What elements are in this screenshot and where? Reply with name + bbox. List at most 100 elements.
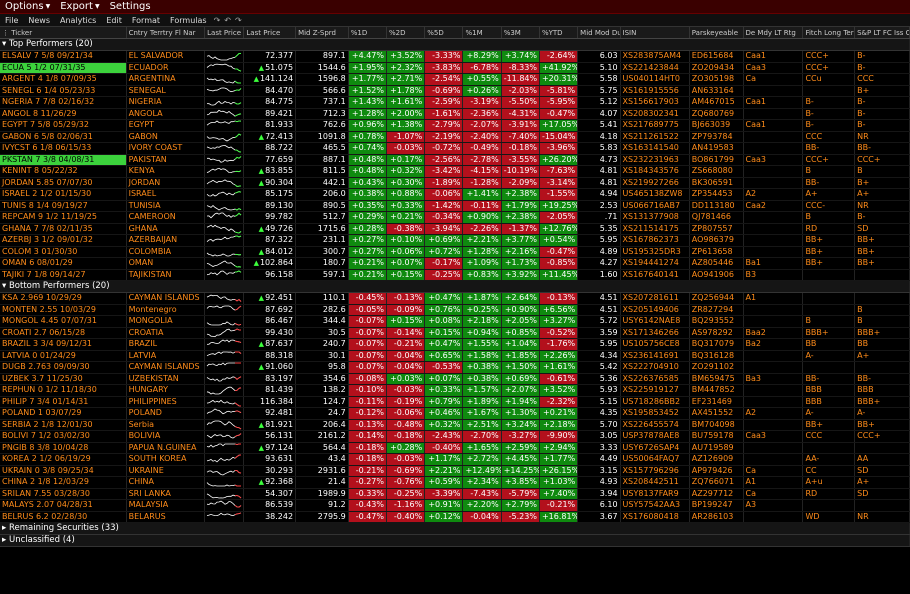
isin-cell[interactable]: USY6726SAP4 xyxy=(620,442,690,454)
redo-icon[interactable]: ↷ xyxy=(234,15,242,25)
chevron-down-icon[interactable]: ▾ xyxy=(2,281,9,292)
menu-item-5[interactable]: Formulas xyxy=(170,15,207,25)
ticker-cell[interactable]: ANGOL 8 11/26/29 xyxy=(0,108,127,120)
table-row[interactable]: GABON 6 5/8 02/06/31 GABON ▲ 72.413 1091.8 +0… xyxy=(0,131,910,143)
ticker-cell[interactable]: PNGIB 8 3/8 10/04/28 xyxy=(0,442,127,454)
isin-cell[interactable]: US195325DR3 xyxy=(620,246,690,258)
table-row[interactable]: POLAND 1 03/07/29 POLAND 92.481 24.7 -0.12% -… xyxy=(0,407,910,420)
ticker-cell[interactable]: ARGENT 4 1/8 07/09/35 xyxy=(0,73,127,86)
isin-cell[interactable]: XS211261522 xyxy=(620,131,690,143)
ticker-cell[interactable]: REPHUN 0 1/2 11/18/30 xyxy=(0,384,127,397)
group-header-cell[interactable]: ▸ Remaining Securities (33) xyxy=(0,522,910,535)
table-row[interactable]: GHANA 7 7/8 02/11/35 GHANA ▲ 49.726 1715.6 +0… xyxy=(0,223,910,235)
isin-cell[interactable]: XS167862373 xyxy=(620,234,690,247)
isin-cell[interactable]: USY8137FAR9 xyxy=(620,488,690,500)
column-header[interactable]: Mid Mod Dur xyxy=(577,27,621,39)
table-row[interactable]: BRAZIL 3 3/4 09/12/31 BRAZIL ▲ 87.637 240.7-… xyxy=(0,338,910,351)
table-row[interactable]: KENINT 8 05/22/32 KENYA ▲ 83.855 811.5 +0.48%… xyxy=(0,165,910,178)
menu-item-2[interactable]: Analytics xyxy=(60,15,97,25)
table-row[interactable]: SERBIA 2 1/8 12/01/30 Serbia ▲ 81.921 206.4-… xyxy=(0,419,910,431)
table-row[interactable]: BOLIVI 7 1/2 03/02/30 BOLIVIA 56.131 2161.2… xyxy=(0,430,910,443)
isin-cell[interactable]: XS225919127 xyxy=(620,384,690,397)
isin-cell[interactable]: USY57542AA3 xyxy=(620,499,690,512)
column-header[interactable]: S&P LT FC Iss Cr xyxy=(854,27,910,39)
table-row[interactable]: KOREA 2 1/2 06/19/29 SOUTH KOREA 93.631 43.… xyxy=(0,453,910,466)
column-header[interactable]: %3M xyxy=(501,27,540,39)
isin-cell[interactable]: US066716AB7 xyxy=(620,200,690,212)
table-row[interactable]: ELSALV 7 5/8 09/21/34 EL SALVADOR 72.377 89… xyxy=(0,50,910,63)
ticker-cell[interactable]: REPCAM 9 1/2 11/19/25 xyxy=(0,211,127,224)
table-row[interactable]: BELRUS 6.2 02/28/30 BELARUS 38.242 2795.9 -0… xyxy=(0,511,910,523)
ticker-cell[interactable]: MONTEN 2.55 10/03/29 xyxy=(0,304,127,316)
table-row[interactable]: MALAYS 2.07 04/28/31 MALAYSIA 86.539 91.2 -0… xyxy=(0,499,910,512)
ticker-cell[interactable]: MALAYS 2.07 04/28/31 xyxy=(0,499,127,512)
table-row[interactable]: JORDAN 5.85 07/07/30 JORDAN ▲ 90.304 442.1 +0… xyxy=(0,177,910,189)
ticker-cell[interactable]: SERBIA 2 1/8 12/01/30 xyxy=(0,419,127,431)
ticker-cell[interactable]: SRILAN 7.55 03/28/30 xyxy=(0,488,127,500)
ticker-cell[interactable]: KENINT 8 05/22/32 xyxy=(0,165,127,178)
group-header-cell[interactable]: ▾ Bottom Performers (20) xyxy=(0,280,910,293)
column-header[interactable]: %YTD xyxy=(539,27,579,39)
ticker-cell[interactable]: ECUA 5 1/2 07/31/35 xyxy=(0,62,127,74)
isin-cell[interactable]: XS236141691 xyxy=(620,350,690,362)
redo-icon[interactable]: ↷ xyxy=(213,15,221,25)
group-header-cell[interactable]: ▾ Top Performers (20) xyxy=(0,38,910,51)
isin-cell[interactable]: XS232231963 xyxy=(620,154,690,166)
undo-icon[interactable]: ↶ xyxy=(224,15,231,25)
ticker-cell[interactable]: GABON 6 5/8 02/06/31 xyxy=(0,131,127,143)
isin-cell[interactable]: XS208302341 xyxy=(620,108,690,120)
isin-cell[interactable]: XS171346266 xyxy=(620,327,690,339)
column-header[interactable]: %5D xyxy=(424,27,464,39)
column-header[interactable]: Mid Z-Sprd xyxy=(295,27,349,39)
table-row[interactable]: CHINA 2 1/8 12/03/29 CHINA ▲ 92.368 21.4 -0.2… xyxy=(0,476,910,489)
table-row[interactable]: REPCAM 9 1/2 11/19/25 CAMEROON 99.782 512.7… xyxy=(0,211,910,224)
table-row[interactable]: DUGB 2.763 09/09/30 CAYMAN ISLANDS ▲ 91.060… xyxy=(0,361,910,374)
menu-item-3[interactable]: Edit xyxy=(106,15,122,25)
ticker-cell[interactable]: DUGB 2.763 09/09/30 xyxy=(0,361,127,374)
ticker-cell[interactable]: UKRAIN 0 3/8 09/25/34 xyxy=(0,465,127,477)
table-row[interactable]: ECUA 5 1/2 07/31/35 ECUADOR ▲ 51.075 1544.6 +… xyxy=(0,62,910,74)
column-header[interactable]: De Mdy LT Rtg xyxy=(743,27,804,39)
isin-cell[interactable]: XS184343576 xyxy=(620,165,690,178)
isin-cell[interactable]: USP37878AE8 xyxy=(620,430,690,443)
column-header[interactable]: Cntry Terrtry Fl Nar xyxy=(126,27,206,39)
isin-cell[interactable]: XS194441274 xyxy=(620,257,690,270)
menu-item-4[interactable]: Format xyxy=(131,15,161,25)
isin-cell[interactable]: US718286BB2 xyxy=(620,396,690,408)
isin-cell[interactable]: XS156617903 xyxy=(620,96,690,109)
top-menu-2[interactable]: Settings xyxy=(105,1,156,12)
ticker-cell[interactable]: GHANA 7 7/8 02/11/35 xyxy=(0,223,127,235)
column-header[interactable]: %2D xyxy=(386,27,426,39)
isin-cell[interactable]: XS163141540 xyxy=(620,142,690,155)
table-row[interactable]: MONTEN 2.55 10/03/29 Montenegro 87.692 282.… xyxy=(0,304,910,316)
isin-cell[interactable]: US105756CE8 xyxy=(620,338,690,351)
ticker-cell[interactable]: CHINA 2 1/8 12/03/29 xyxy=(0,476,127,489)
column-header[interactable]: Fitch Long Term xyxy=(802,27,856,39)
isin-cell[interactable]: US465138ZW8 xyxy=(620,188,690,201)
ticker-cell[interactable]: ELSALV 7 5/8 09/21/34 xyxy=(0,50,127,63)
table-row[interactable]: COLOM 3 01/30/30 COLOMBIA ▲ 84.012 300.7 +0.2… xyxy=(0,246,910,258)
table-row[interactable]: ISRAEL 2 1/2 01/15/30 ISRAEL 85.175 206.0 +0… xyxy=(0,188,910,201)
ticker-cell[interactable]: UZBEK 3.7 11/25/30 xyxy=(0,373,127,385)
isin-cell[interactable]: XS217689775 xyxy=(620,119,690,132)
group-header[interactable]: ▾ Bottom Performers (20) xyxy=(0,280,910,293)
ticker-cell[interactable]: CROATI 2.7 06/15/28 xyxy=(0,327,127,339)
ticker-cell[interactable]: TAJIKI 7 1/8 09/14/27 xyxy=(0,269,127,281)
column-header[interactable]: Last Price xyxy=(243,27,297,39)
ticker-cell[interactable]: EGYPT 7 5/8 05/29/32 xyxy=(0,119,127,132)
table-row[interactable]: PHILIP 7 3/4 01/14/31 PHILIPPINES 116.384 1… xyxy=(0,396,910,408)
isin-cell[interactable]: XS207281611 xyxy=(620,292,690,305)
menu-item-1[interactable]: News xyxy=(28,15,51,25)
ticker-cell[interactable]: BELRUS 6.2 02/28/30 xyxy=(0,511,127,523)
isin-cell[interactable]: US50064FAQ7 xyxy=(620,453,690,466)
ticker-cell[interactable]: KSA 2.969 10/29/29 xyxy=(0,292,127,305)
column-header[interactable]: ISIN xyxy=(620,27,690,39)
table-row[interactable]: AZERBJ 3 1/2 09/01/32 AZERBAIJAN 87.322 231… xyxy=(0,234,910,247)
table-row[interactable]: SENEGL 6 1/4 05/23/33 SENEGAL 84.470 566.6 +… xyxy=(0,85,910,97)
table-row[interactable]: SRILAN 7.55 03/28/30 SRI LANKA 54.307 1989.… xyxy=(0,488,910,500)
table-row[interactable]: EGYPT 7 5/8 05/29/32 EGYPT 81.933 762.6 +0.9… xyxy=(0,119,910,132)
ticker-cell[interactable]: OMAN 6 08/01/29 xyxy=(0,257,127,270)
table-row[interactable]: KSA 2.969 10/29/29 CAYMAN ISLANDS ▲ 92.451 1… xyxy=(0,292,910,305)
chevron-right-icon[interactable]: ▸ xyxy=(2,535,9,546)
isin-cell[interactable]: XS208442511 xyxy=(620,476,690,489)
